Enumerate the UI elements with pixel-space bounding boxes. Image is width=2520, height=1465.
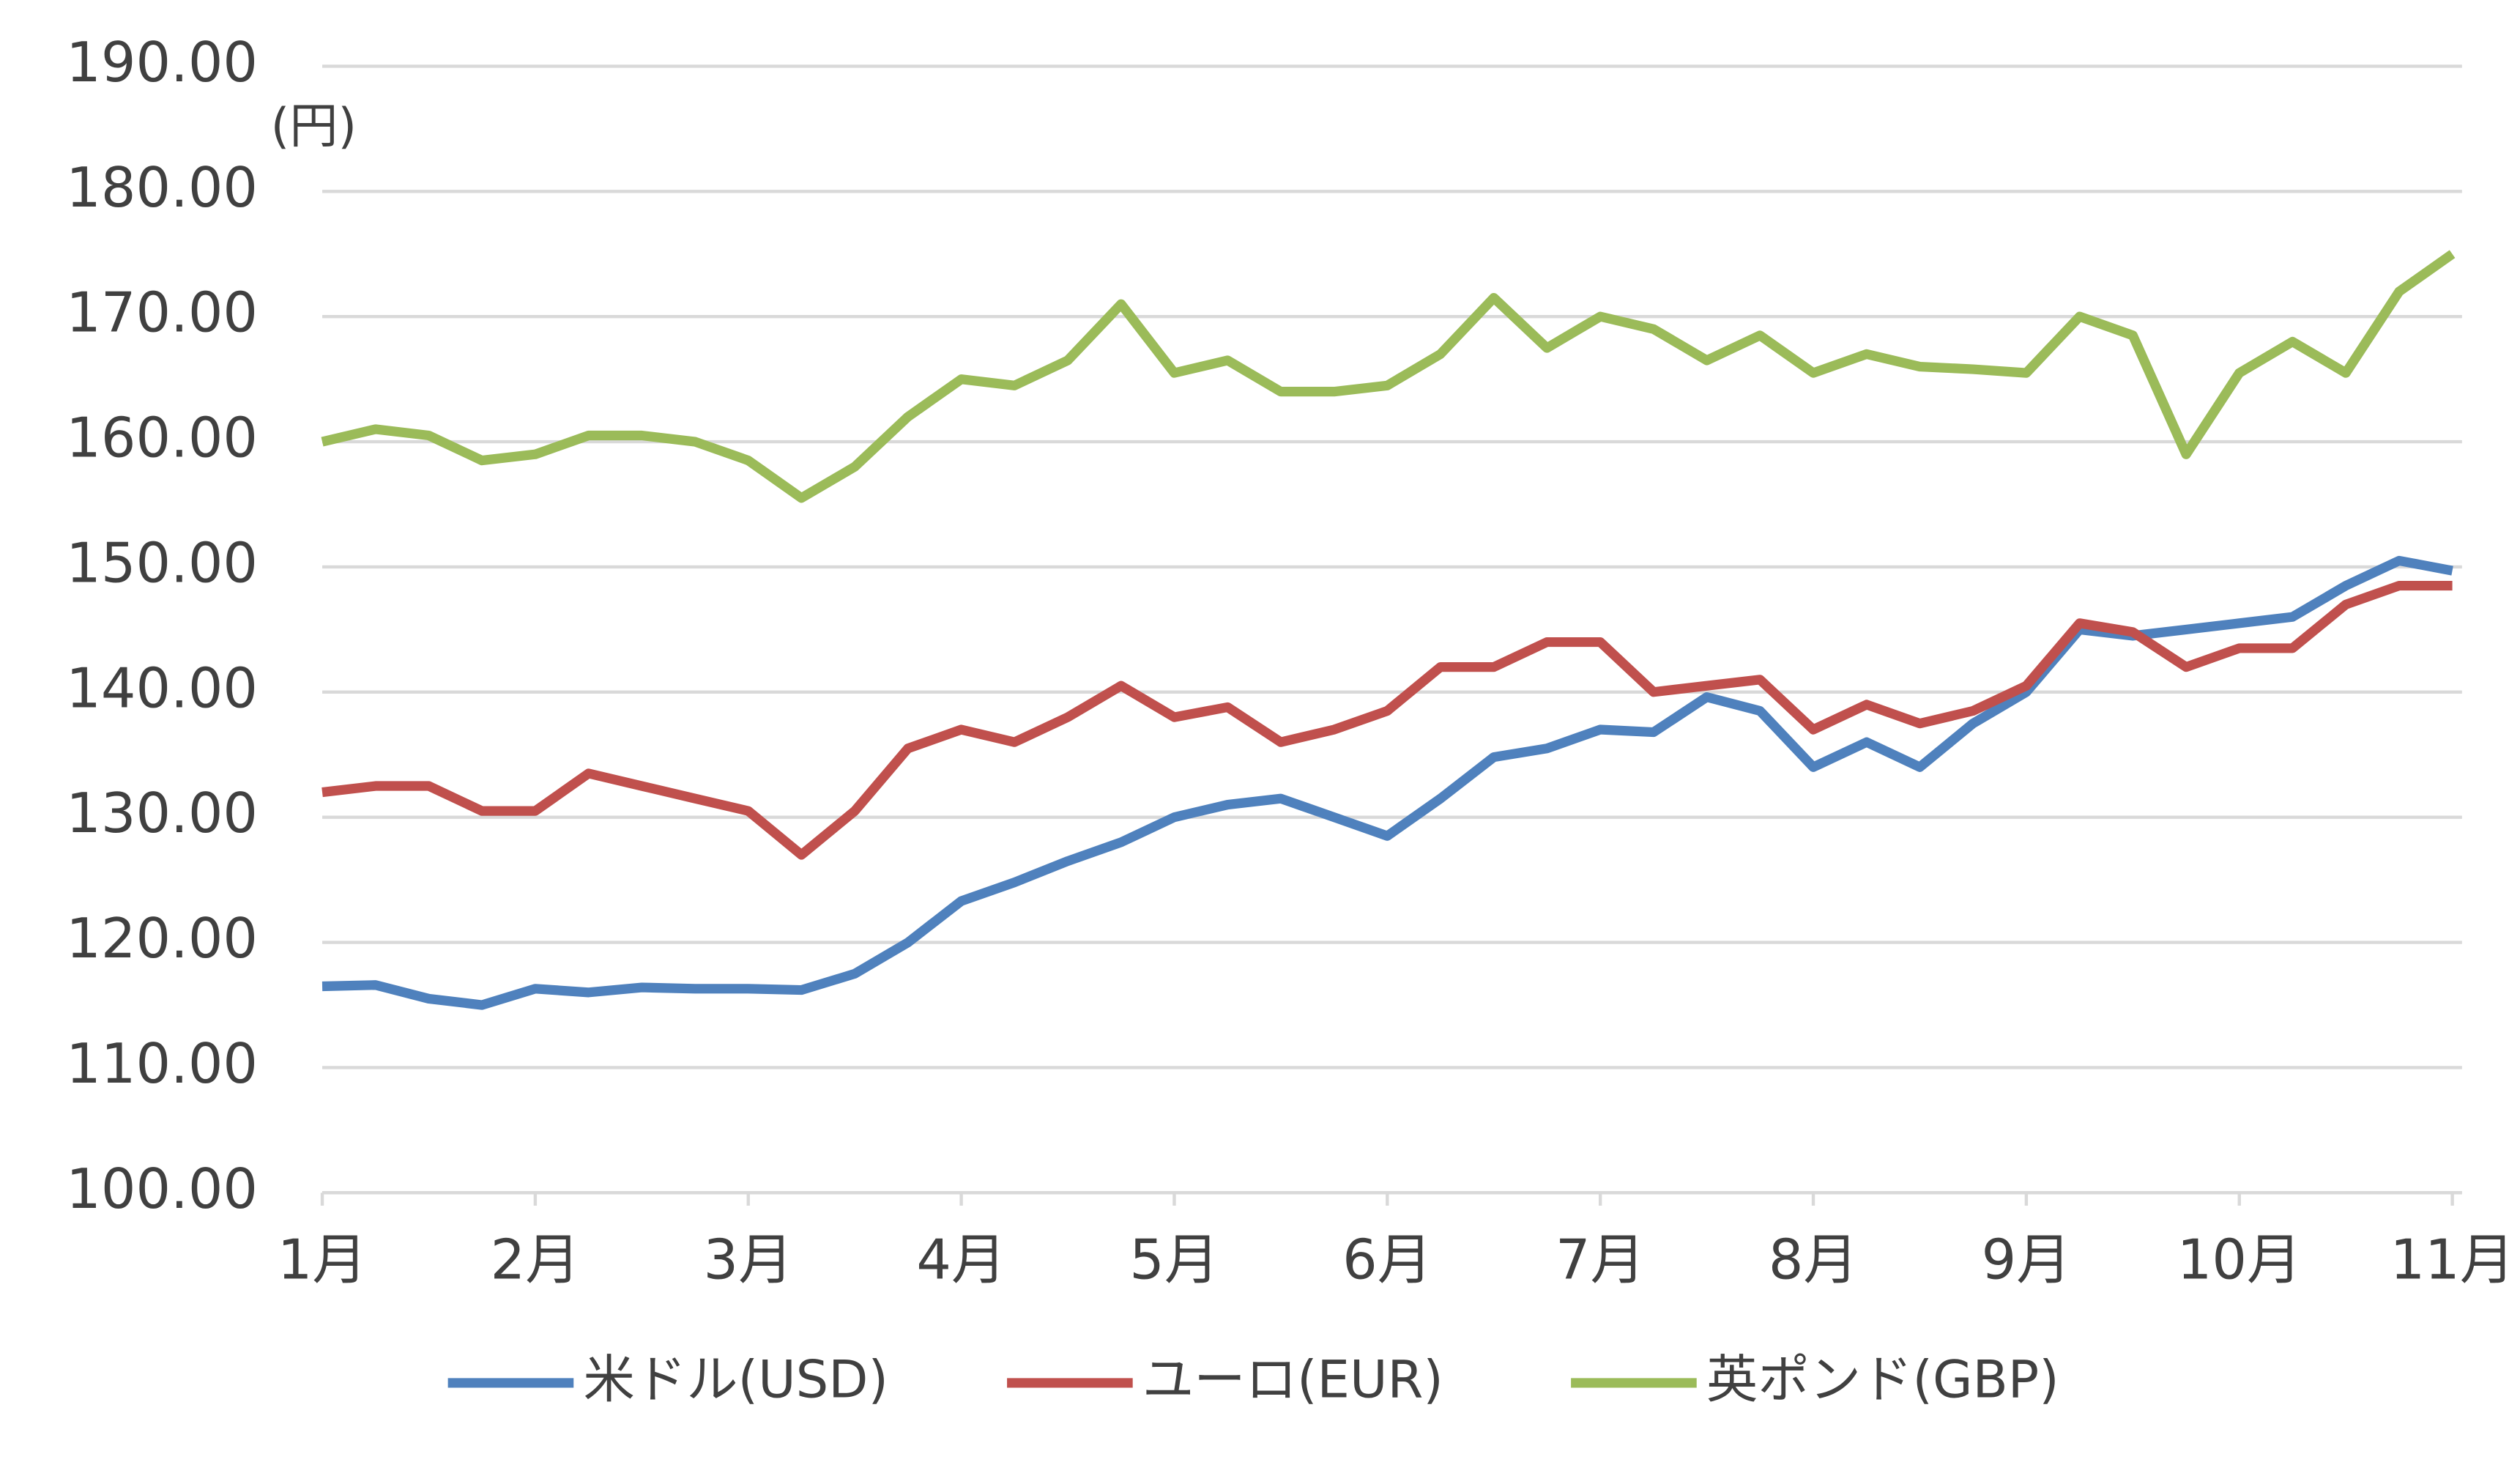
y-tick-label: 170.00 [66, 281, 258, 345]
unit-label: (円) [271, 97, 357, 154]
x-tick-label: 2月 [491, 1228, 580, 1292]
y-tick-label: 100.00 [66, 1157, 258, 1221]
y-tick-label: 120.00 [66, 907, 258, 971]
series-line [321, 580, 2453, 860]
legend-label: 米ドル(USD) [583, 1349, 888, 1409]
y-tick-label: 150.00 [66, 531, 258, 595]
x-tick-label: 6月 [1342, 1228, 1432, 1292]
x-tick-label: 8月 [1769, 1228, 1858, 1292]
x-tick-label: 11月 [2390, 1228, 2515, 1292]
legend-label: ユーロ(EUR) [1142, 1349, 1443, 1409]
x-tick-label: 7月 [1556, 1228, 1645, 1292]
x-tick-label: 9月 [1982, 1228, 2071, 1292]
series-line [321, 555, 2453, 1010]
y-tick-label: 140.00 [66, 656, 258, 720]
x-tick-label: 10月 [2177, 1228, 2302, 1292]
legend-label: 英ポンド(GBP) [1706, 1349, 2059, 1409]
y-tick-label: 180.00 [66, 156, 258, 220]
series-line [321, 250, 2456, 503]
x-tick-label: 3月 [704, 1228, 793, 1292]
x-tick-label: 4月 [916, 1228, 1006, 1292]
x-tick-label: 1月 [278, 1228, 367, 1292]
y-tick-label: 160.00 [66, 407, 258, 470]
y-tick-label: 130.00 [66, 782, 258, 845]
y-tick-label: 110.00 [66, 1032, 258, 1096]
x-tick-label: 5月 [1129, 1228, 1219, 1292]
y-tick-label: 190.00 [66, 31, 258, 94]
